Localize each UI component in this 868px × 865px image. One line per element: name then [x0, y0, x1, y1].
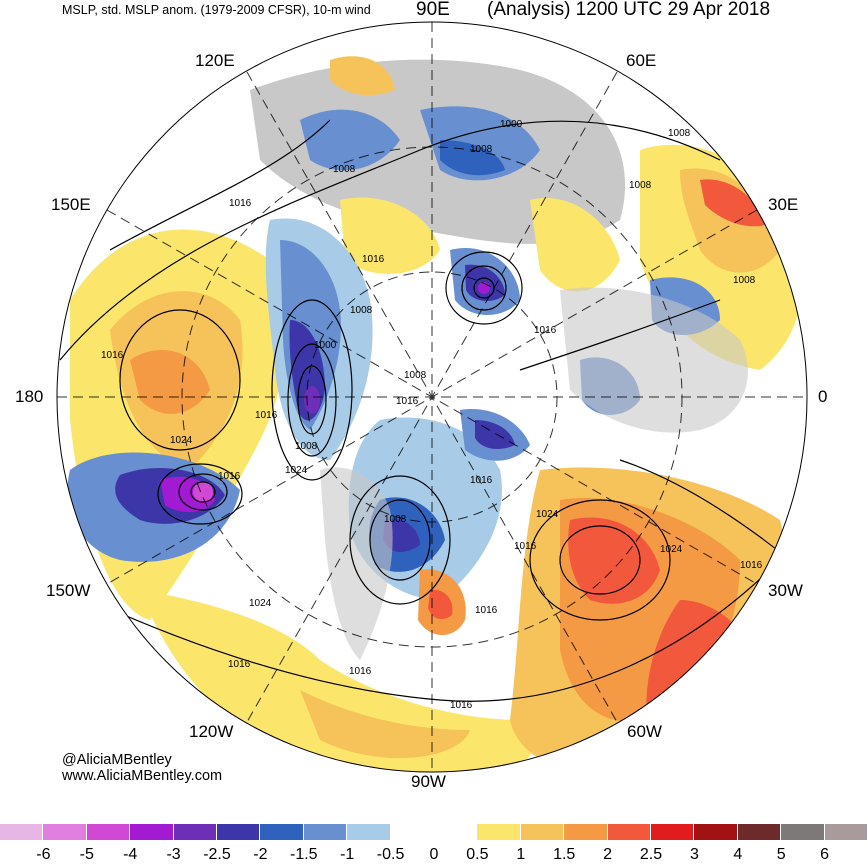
colorbar-box	[173, 824, 217, 840]
map-border	[56, 21, 808, 773]
isobar-label: 1024	[170, 435, 193, 446]
isobar-label: 1016	[229, 198, 252, 209]
lon-label-150w: 150W	[46, 581, 91, 600]
colorbar-tick-label: 1	[516, 846, 526, 863]
colorbar-box	[607, 824, 651, 840]
isobar-label: 1016	[514, 541, 537, 552]
lon-label-120e: 120E	[195, 51, 235, 70]
colorbar-box	[130, 824, 174, 840]
isobar-label: 1008	[470, 144, 493, 155]
colorbar-box	[564, 824, 608, 840]
graticule	[57, 22, 807, 772]
lon-label-0: 0	[818, 387, 828, 406]
lon-label-90w: 90W	[411, 772, 446, 791]
colorbar-box	[390, 824, 434, 840]
colorbar-tick-label: 5	[776, 846, 786, 863]
colorbar-tick-label: 1.5	[553, 846, 576, 863]
credit-handle: @AliciaMBentley	[62, 752, 172, 768]
isobar-label: 1016	[396, 396, 419, 407]
colorbar-tick-label: -2.5	[203, 846, 231, 863]
lon-label-120w: 120W	[189, 722, 234, 741]
colorbar-box	[694, 824, 738, 840]
colorbar-tick-label: 2	[603, 846, 613, 863]
colorbar-box	[434, 824, 478, 840]
colorbar-tick-label: 0.5	[466, 846, 489, 863]
colorbar-box	[0, 824, 44, 840]
colorbar-tick-label: -0.5	[376, 846, 405, 863]
isobar-label: 1008	[350, 305, 373, 316]
colorbar-box	[651, 824, 695, 840]
isobar-label: 1024	[660, 544, 683, 555]
colorbar-box	[86, 824, 131, 840]
isobar-label: 1008	[384, 514, 407, 525]
isobar-label: 1008	[668, 128, 691, 139]
isobar-label: 1016	[349, 666, 372, 677]
isobars	[59, 119, 791, 702]
map-disc	[57, 22, 807, 772]
isobar-label: 1000	[500, 119, 523, 130]
colorbar-tick-label: 6	[820, 846, 830, 863]
colorbar-box	[260, 824, 304, 840]
isobar-label: 1016	[255, 410, 278, 421]
colorbar-tick-label: -1.5	[290, 846, 318, 863]
isobar-label: 1008	[333, 164, 356, 175]
colorbar-tick-label: -2	[253, 846, 268, 863]
colorbar-tick-label: -5	[79, 846, 94, 863]
isobar-label: 1016	[228, 659, 251, 670]
isobar-label: 1016	[470, 475, 493, 486]
isobar-label: 1016	[101, 350, 124, 361]
colorbar-box	[217, 824, 261, 840]
isobar-label: 1016	[534, 325, 557, 336]
isobar-label: 1016	[740, 560, 763, 571]
colorbar-tick-label: 0	[429, 846, 439, 863]
colorbar-box	[303, 824, 348, 840]
isobar-label: 1016	[450, 700, 473, 711]
colorbar-tick-label: 2.5	[639, 846, 663, 863]
colorbar-tick-label: -3	[166, 846, 181, 863]
colorbar-tick-label: 3	[689, 846, 699, 863]
colorbar-tick-label: -1	[340, 846, 355, 863]
isobar-label: 1024	[249, 598, 272, 609]
isobar-label: 1008	[629, 180, 652, 191]
colorbar-box	[824, 824, 868, 840]
lon-label-90e: 90E	[416, 0, 450, 20]
lon-label-60e: 60E	[626, 51, 657, 70]
isobar-labels: 1000 1008 1008 1008 1016 1008 1016 1008 …	[101, 119, 763, 711]
isobar-label: 1008	[295, 441, 318, 452]
colorbar-box	[347, 824, 391, 840]
colorbar-box	[520, 824, 565, 840]
lon-label-60w: 60W	[627, 722, 662, 741]
lon-label-150e: 150E	[51, 195, 91, 214]
colorbar-box	[43, 824, 87, 840]
isobar-label: 1024	[285, 465, 308, 476]
isobar-label: 1016	[475, 605, 498, 616]
isobar-label: 1024	[536, 509, 559, 520]
isobar-label: 1016	[218, 471, 241, 482]
lon-label-30e: 30E	[768, 195, 799, 214]
colorbar-box	[477, 824, 521, 840]
colorbar-box	[781, 824, 825, 840]
isobar-label: 1008	[733, 275, 756, 286]
colorbar-tick-label: -4	[123, 846, 138, 863]
isobar-label: 1000	[314, 340, 337, 351]
colorbar-tick-label: -6	[36, 846, 51, 863]
isobar-label: 1008	[404, 370, 427, 381]
colorbar-tick-label: 4	[733, 846, 743, 863]
map-title: (Analysis) 1200 UTC 29 Apr 2018	[487, 0, 771, 20]
credit-url: www.AliciaMBentley.com	[62, 768, 223, 784]
lon-label-30w: 30W	[768, 581, 803, 600]
colorbar-box	[737, 824, 782, 840]
credit: @AliciaMBentley www.AliciaMBentley.com	[62, 752, 222, 784]
map-subtitle: MSLP, std. MSLP anom. (1979-2009 CFSR), …	[62, 3, 371, 17]
lon-label-180: 180	[15, 387, 44, 406]
isobar-label: 1016	[362, 254, 385, 265]
